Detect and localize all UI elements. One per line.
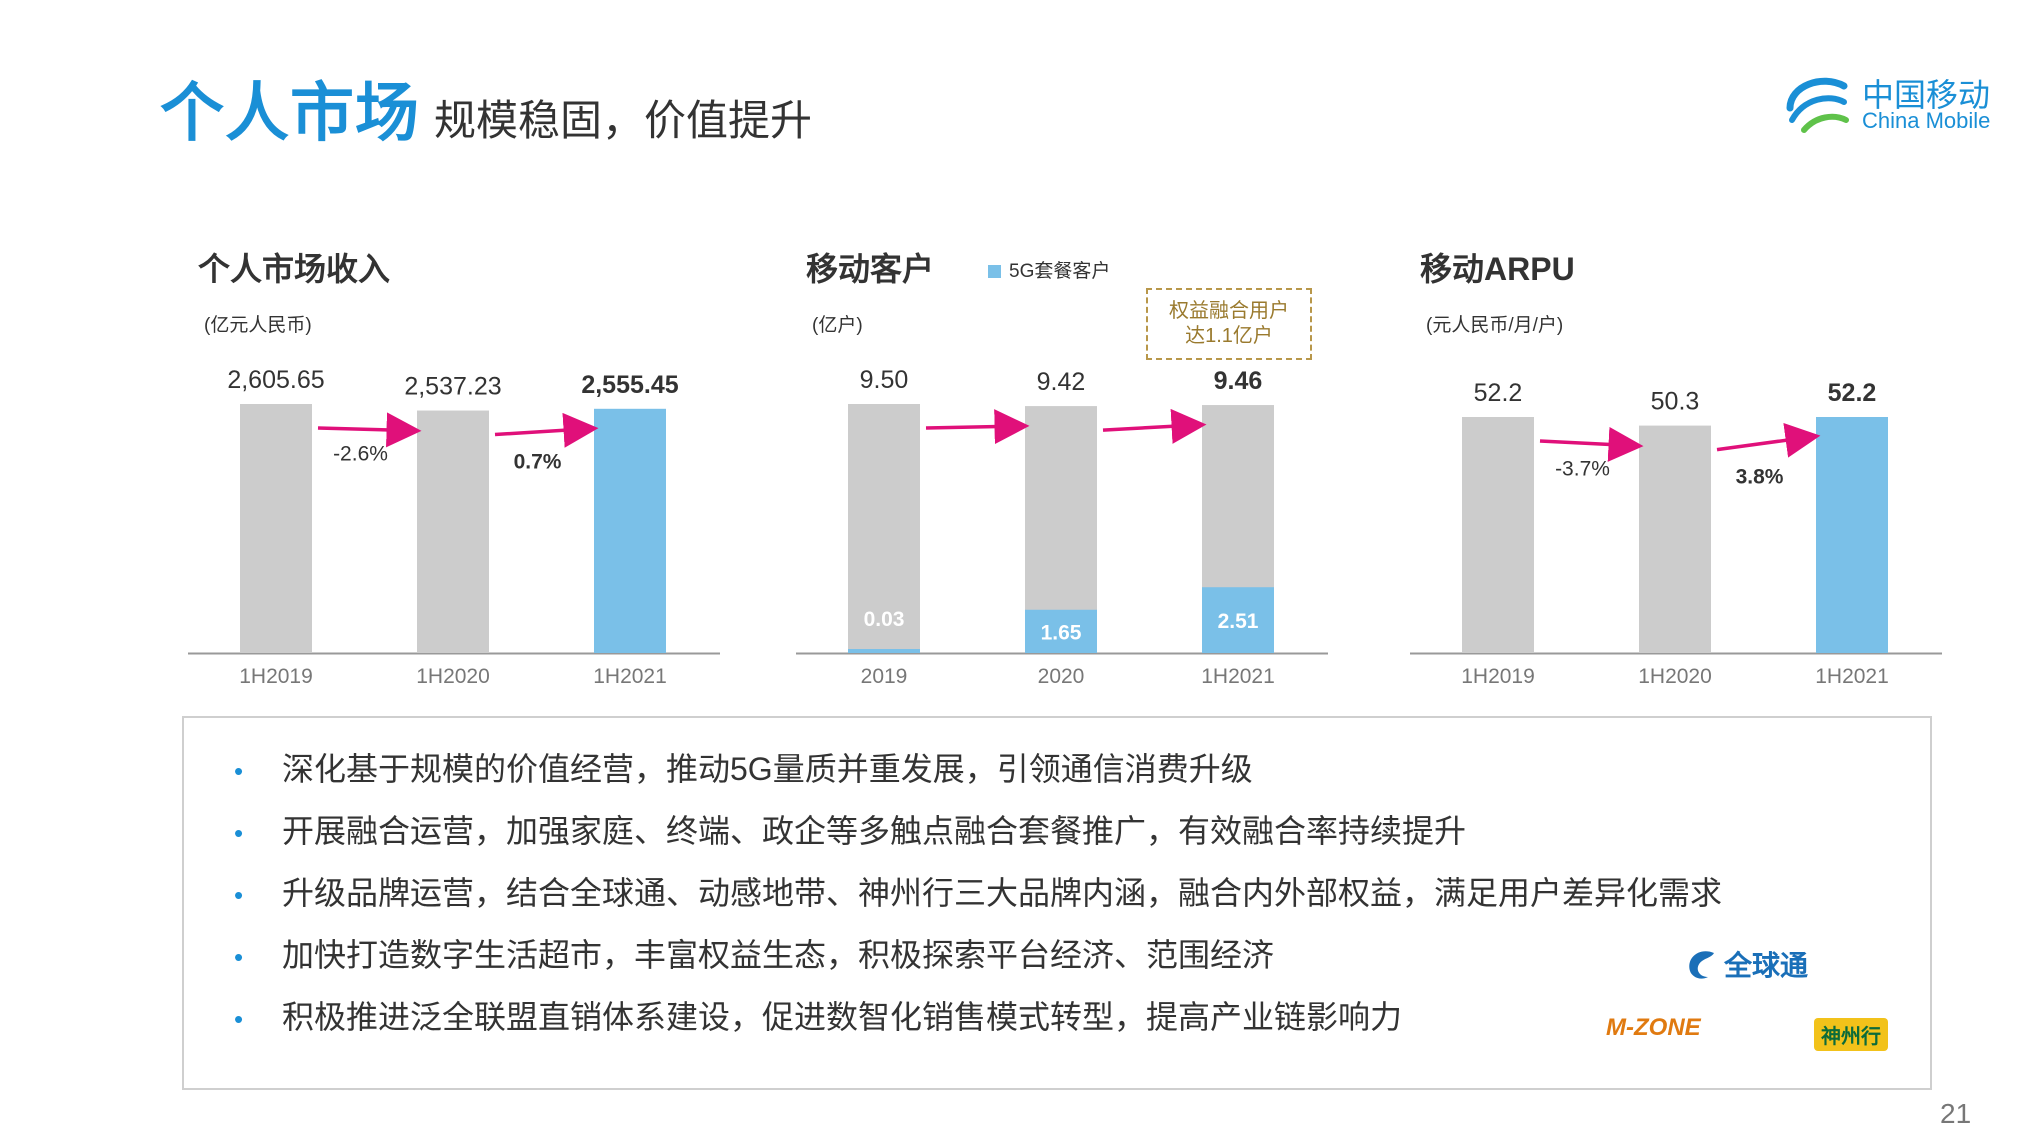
bar-5g-segment <box>1202 587 1274 653</box>
legend-label: 5G套餐客户 <box>1009 261 1111 282</box>
bar-value-label: 52.2 <box>1828 379 1877 407</box>
bar-value-label: 2,537.23 <box>404 373 501 401</box>
growth-arrow <box>1539 426 1644 462</box>
bar-value-label: 50.3 <box>1651 388 1700 416</box>
bullet-text: 升级品牌运营，结合全球通、动感地带、神州行三大品牌内涵，融合内外部权益，满足用户… <box>282 875 1723 911</box>
bar-value-label: 2,555.45 <box>581 371 678 399</box>
growth-arrow <box>494 412 599 448</box>
logo-text-en: China Mobile <box>1862 108 1991 133</box>
x-tick-label: 2020 <box>1038 665 1085 688</box>
callout-box: 权益融合用户 达1.1亿户 <box>1146 288 1312 360</box>
x-tick-label: 2019 <box>861 665 908 688</box>
bullet-item: • 开展融合运营，加强家庭、终端、政企等多触点融合套餐推广，有效融合率持续提升 <box>234 800 1722 862</box>
bullet-item: • 升级品牌运营，结合全球通、动感地带、神州行三大品牌内涵，融合内外部权益，满足用… <box>234 862 1722 924</box>
brand-logo-shenzhou: 神州行 <box>1814 1018 1888 1051</box>
x-tick-label: 1H2020 <box>1638 665 1712 688</box>
bullet-dot: • <box>234 942 244 972</box>
callout-line-2: 达1.1亿户 <box>1185 325 1273 347</box>
bar-value-label: 52.2 <box>1474 379 1523 407</box>
bullet-text: 积极推进泛全联盟直销体系建设，促进数智化销售模式转型，提高产业链影响力 <box>282 999 1403 1035</box>
bar <box>240 404 312 653</box>
bar <box>417 410 489 653</box>
callout-line-1: 权益融合用户 <box>1169 300 1289 322</box>
bar <box>1462 417 1534 653</box>
bullet-dot: • <box>234 880 244 910</box>
globe-brand-icon <box>1689 951 1714 979</box>
bar <box>848 404 920 653</box>
bullet-item: • 加快打造数字生活超市，丰富权益生态，积极探索平台经济、范围经济 <box>234 924 1722 986</box>
china-mobile-swirl-icon <box>1786 77 1849 133</box>
summary-box: • 深化基于规模的价值经营，推动5G量质并重发展，引领通信消费升级 • 开展融合运营… <box>182 716 1932 1090</box>
bullet-dot: • <box>234 756 244 786</box>
chart-unit-arpu: (元人民币/月/户) <box>1426 315 1564 336</box>
bar <box>1639 425 1711 653</box>
chart-unit-revenue: (亿元人民币) <box>204 315 312 336</box>
growth-arrow <box>925 409 1030 445</box>
growth-arrow <box>317 412 422 448</box>
charts-canvas: 2,605.65 1H2019 2,537.23 1H2020 2,555.45 1H20… <box>188 366 1942 688</box>
bar-value-label: 9.50 <box>860 366 909 394</box>
x-tick-label: 1H2019 <box>239 665 313 688</box>
chart-revenue: 2,605.65 1H2019 2,537.23 1H2020 2,555.45 1H20… <box>188 366 720 688</box>
chart-unit-customers: (亿户) <box>812 315 863 336</box>
brand-logo-global: 全球通 <box>1684 944 1808 984</box>
brand-globe-text: 全球通 <box>1724 950 1809 981</box>
bar-5g-segment <box>1025 609 1097 653</box>
x-tick-label: 1H2021 <box>1201 665 1275 688</box>
page-number: 21 <box>1940 1098 1972 1129</box>
title-sub: 规模稳固，价值提升 <box>434 97 813 144</box>
brand-logo-mzone: M-ZONE <box>1606 1014 1701 1041</box>
x-tick-label: 1H2021 <box>593 665 667 688</box>
bar-value-label: 2,605.65 <box>227 366 324 394</box>
china-mobile-logo: 中国移动 China Mobile <box>1782 68 1992 136</box>
bullet-text: 加快打造数字生活超市，丰富权益生态，积极探索平台经济、范围经济 <box>282 937 1275 973</box>
bullet-dot: • <box>234 1004 244 1034</box>
x-tick-label: 1H2021 <box>1815 665 1889 688</box>
bar <box>594 408 666 653</box>
bullet-text: 深化基于规模的价值经营，推动5G量质并重发展，引领通信消费升级 <box>282 751 1253 787</box>
bullet-dot: • <box>234 818 244 848</box>
growth-label: -3.7% <box>1555 458 1610 481</box>
bar <box>1816 417 1888 653</box>
bar-5g-label: 1.65 <box>1041 621 1082 644</box>
bar-5g-label: 2.51 <box>1218 610 1259 633</box>
bullet-item: • 积极推进泛全联盟直销体系建设，促进数智化销售模式转型，提高产业链影响力 <box>234 986 1722 1048</box>
chart-customers: 9.50 2019 0.03 9.42 2020 1.65 9.46 1H2021 2.51 <box>796 366 1328 688</box>
growth-label: 3.8% <box>1736 466 1784 489</box>
slide-title: 个人市场 规模稳固，价值提升 <box>160 62 812 154</box>
legend-swatch <box>988 265 1001 278</box>
title-main: 个人市场 <box>160 77 420 149</box>
bar-5g-segment <box>848 649 920 653</box>
summary-bullets: • 深化基于规模的价值经营，推动5G量质并重发展，引领通信消费升级 • 开展融合运营… <box>234 738 1722 1048</box>
logo-text-cn: 中国移动 <box>1862 77 1991 113</box>
bullet-item: • 深化基于规模的价值经营，推动5G量质并重发展，引领通信消费升级 <box>234 738 1722 800</box>
bullet-text: 开展融合运营，加强家庭、终端、政企等多触点融合套餐推广，有效融合率持续提升 <box>282 813 1467 849</box>
x-tick-label: 1H2019 <box>1461 665 1535 688</box>
growth-arrow <box>1716 422 1821 458</box>
x-tick-label: 1H2020 <box>416 665 490 688</box>
bar-value-label: 9.42 <box>1037 368 1086 396</box>
chart-arpu: 52.2 1H2019 50.3 1H2020 52.2 1H2021 -3.7% 3.8% <box>1410 379 1942 688</box>
legend-5g: 5G套餐客户 <box>988 256 1110 283</box>
growth-arrow <box>1102 408 1207 444</box>
bar-5g-label: 0.03 <box>864 608 905 631</box>
chart-title-customers: 移动客户 <box>806 251 935 287</box>
chart-title-revenue: 个人市场收入 <box>198 251 391 287</box>
bar-value-label: 9.46 <box>1214 367 1263 395</box>
growth-label: -2.6% <box>333 443 388 466</box>
chart-title-arpu: 移动ARPU <box>1420 251 1575 287</box>
growth-label: 0.7% <box>514 451 562 474</box>
